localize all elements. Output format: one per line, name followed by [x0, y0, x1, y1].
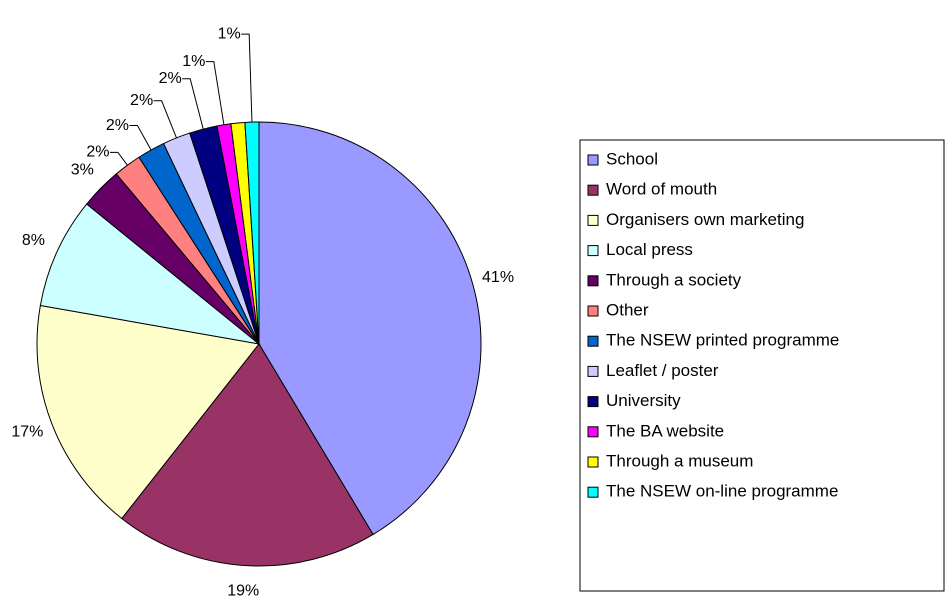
legend-swatch [587, 335, 599, 347]
legend-label: Organisers own marketing [606, 210, 804, 229]
data-label: 3% [71, 161, 94, 178]
data-label: 1% [218, 25, 241, 42]
legend-box [579, 139, 945, 592]
legend-label: The NSEW printed programme [606, 331, 839, 350]
legend-swatch [587, 275, 599, 287]
data-label: 2% [86, 144, 109, 161]
legend: School Word of mouth Organisers own market… [579, 139, 945, 592]
data-label: 2% [159, 70, 182, 87]
legend-swatch [587, 214, 599, 226]
legend-swatch [587, 154, 599, 166]
legend-label: Other [606, 300, 649, 319]
legend-label: School [606, 149, 658, 168]
data-label: 17% [11, 424, 43, 441]
legend-label: Through a society [606, 270, 742, 289]
pie-slice [258, 121, 482, 536]
pie [36, 121, 482, 567]
data-label: 2% [106, 117, 129, 134]
legend-label: The NSEW on-line programme [606, 482, 838, 501]
pie-slice [121, 343, 374, 567]
legend-swatch [587, 486, 599, 498]
legend-label: Local press [606, 240, 693, 259]
legend-label: The BA website [606, 421, 724, 440]
legend-swatch [587, 456, 599, 468]
legend-swatch [587, 396, 599, 408]
data-label: 19% [227, 583, 259, 600]
legend-label: Through a museum [606, 451, 753, 470]
legend-swatch [587, 305, 599, 317]
data-label: 1% [182, 53, 205, 70]
legend-swatch [587, 365, 599, 377]
pie-slice [36, 304, 260, 520]
leader-line [241, 33, 253, 123]
leader-line [109, 151, 128, 166]
pie-slice [39, 203, 261, 345]
pie-slice [244, 121, 260, 345]
leader-line [205, 61, 225, 125]
leader-line [182, 78, 204, 130]
data-label: 8% [22, 232, 45, 249]
legend-label: Leaflet / poster [606, 361, 719, 380]
legend-label: Word of mouth [606, 180, 717, 199]
labels: 41%19%17%8%3%2%2%2%2%1%1% [11, 25, 514, 599]
leader-line [153, 100, 177, 139]
legend-swatch [587, 426, 599, 438]
data-label: 41% [482, 269, 514, 286]
leader-line [129, 125, 152, 151]
legend-swatch [587, 245, 599, 257]
legend-swatch [587, 184, 599, 196]
legend-label: University [606, 391, 681, 410]
data-label: 2% [130, 92, 153, 109]
